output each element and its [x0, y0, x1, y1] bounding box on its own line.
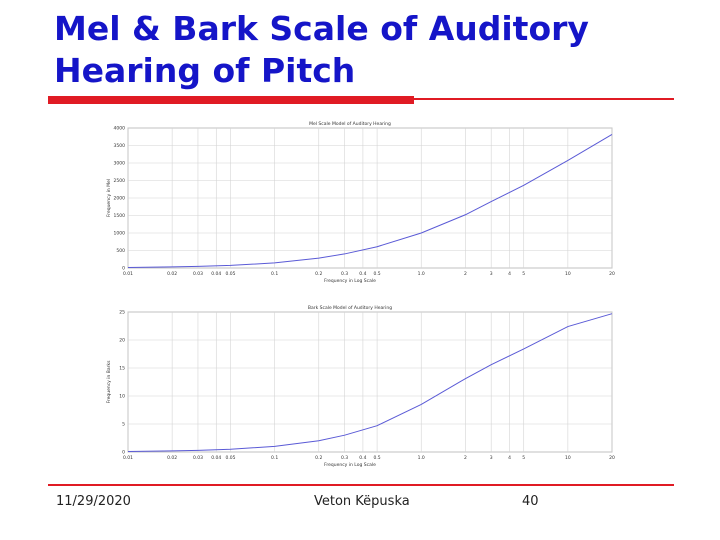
title-underline-thick — [48, 96, 414, 104]
x-tick-label: 0.03 — [193, 271, 203, 277]
series-line — [127, 313, 613, 452]
x-tick-label: 10 — [565, 271, 571, 277]
x-tick-label: 1.0 — [418, 271, 425, 277]
x-tick-label: 0.04 — [211, 271, 221, 277]
y-tick-label: 20 — [119, 338, 125, 344]
footer-rule — [48, 484, 674, 486]
y-tick-label: 1500 — [114, 213, 126, 219]
x-tick-label: 0.05 — [225, 455, 235, 461]
x-tick-label: 0.5 — [374, 271, 381, 277]
y-tick-label: 10 — [119, 394, 125, 400]
x-tick-label: 0.5 — [374, 455, 381, 461]
y-tick-label: 25 — [119, 310, 125, 316]
x-tick-label: 0.02 — [167, 455, 177, 461]
x-tick-label: 0.4 — [359, 271, 366, 277]
y-tick-label: 2500 — [114, 178, 126, 184]
y-tick-label: 2000 — [114, 196, 126, 202]
x-tick-label: 10 — [565, 455, 571, 461]
y-tick-label: 4000 — [114, 126, 126, 132]
x-tick-label: 0.01 — [123, 455, 133, 461]
slide-title-line-2: Hearing of Pitch — [54, 51, 356, 90]
x-tick-label: 4 — [508, 455, 511, 461]
x-tick-label: 5 — [522, 271, 525, 277]
footer-date: 11/29/2020 — [56, 494, 131, 509]
footer-page-number: 40 — [522, 494, 539, 509]
y-tick-label: 1000 — [114, 231, 126, 237]
series-line — [127, 133, 613, 268]
y-tick-label: 3000 — [114, 161, 126, 167]
x-tick-label: 3 — [490, 455, 493, 461]
x-tick-label: 20 — [609, 271, 615, 277]
x-tick-label: 0.1 — [271, 455, 278, 461]
y-tick-label: 5 — [122, 422, 125, 428]
x-tick-label: 0.1 — [271, 271, 278, 277]
y-tick-label: 0 — [122, 450, 125, 456]
y-tick-label: 0 — [122, 266, 125, 272]
y-axis-label: Frequency in Barks — [106, 360, 112, 404]
x-tick-label: 0.3 — [341, 271, 348, 277]
x-tick-label: 0.03 — [193, 455, 203, 461]
x-tick-label: 0.2 — [315, 271, 322, 277]
bark-scale-chart: 0.01 0.02 0.03 0.04 0.05 0.1 0.2 0.3 0.4 0.5 1.0 2 3… — [106, 305, 615, 468]
x-tick-label: 0.05 — [225, 271, 235, 277]
x-tick-label: 20 — [609, 455, 615, 461]
chart-title: Bark Scale Model of Auditory Hearing — [308, 305, 392, 311]
x-tick-label: 0.2 — [315, 455, 322, 461]
x-axis-label: Frequency in Log Scale — [324, 462, 376, 468]
x-tick-label: 5 — [522, 455, 525, 461]
x-tick-label: 0.02 — [167, 271, 177, 277]
x-tick-label: 4 — [508, 271, 511, 277]
x-tick-label: 2 — [464, 455, 467, 461]
y-tick-label: 3500 — [114, 143, 126, 149]
x-tick-label: 0.01 — [123, 271, 133, 277]
plot-area — [127, 311, 613, 453]
y-tick-label: 500 — [116, 248, 125, 254]
x-axis-label: Frequency in Log Scale — [324, 278, 376, 284]
title-underline-thin — [414, 98, 674, 100]
chart-title: Mel Scale Model of Auditory Hearing — [309, 121, 391, 127]
x-tick-label: 0.4 — [359, 455, 366, 461]
slide-title-line-1: Mel & Bark Scale of Auditory — [54, 9, 589, 48]
x-tick-label: 1.0 — [418, 455, 425, 461]
y-tick-label: 15 — [119, 366, 125, 372]
y-axis-label: Frequency in Mel — [106, 179, 112, 217]
footer-author: Veton Këpuska — [314, 494, 410, 509]
x-tick-label: 2 — [464, 271, 467, 277]
x-tick-label: 0.04 — [211, 455, 221, 461]
mel-scale-chart: 0.01 0.02 0.03 0.04 0.05 0.1 0.2 0.3 0.4 0.5 1.0 2 3… — [106, 121, 615, 284]
x-tick-label: 3 — [490, 271, 493, 277]
x-tick-label: 0.3 — [341, 455, 348, 461]
